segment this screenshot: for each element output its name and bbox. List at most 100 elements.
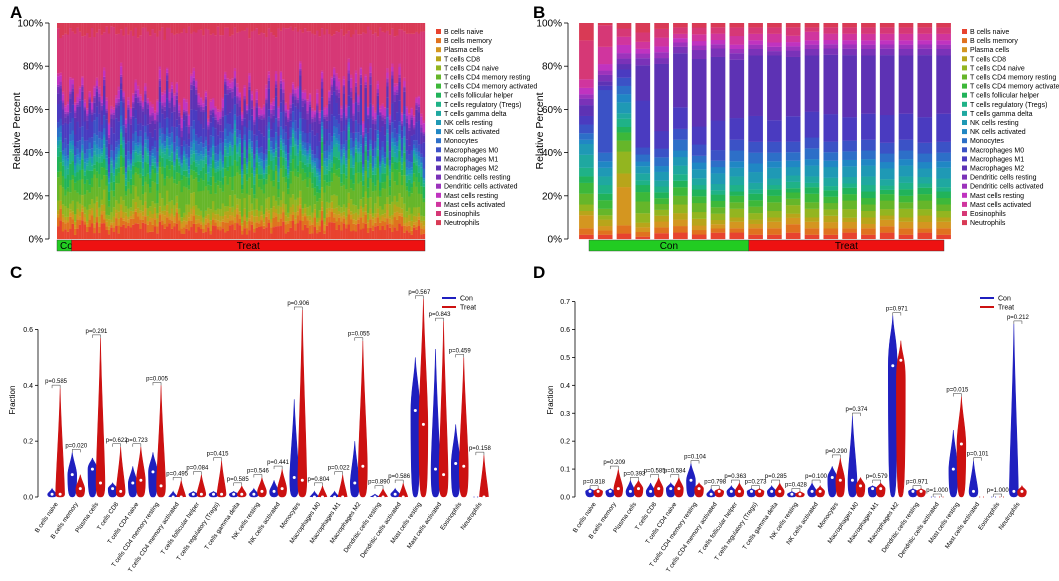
panel-a-bar-segment [412, 127, 416, 130]
panel-a-bar-segment [139, 123, 142, 131]
panel-d-violin-con [948, 429, 959, 498]
panel-a-bar-segment [168, 216, 171, 220]
panel-a-bar-segment [352, 115, 355, 122]
panel-a-bar-segment [156, 203, 159, 214]
panel-a-bar-segment [379, 108, 382, 112]
panel-c-pvalue: p=0.723 [126, 438, 149, 444]
panel-a-bar-segment [66, 155, 70, 159]
panel-a-bar-segment [287, 173, 290, 176]
panel-a-bar-segment [248, 218, 251, 222]
panel-a-bar-segment [277, 219, 280, 223]
panel-a-bar-segment [219, 124, 222, 132]
panel-a-bar-segment [400, 138, 404, 151]
panel-a-legend-label: T cells CD4 memory activated [444, 84, 537, 91]
panel-a-bar-segment [197, 174, 200, 182]
panel-b-bar-segment [804, 234, 820, 240]
panel-b-bar-segment [861, 55, 876, 114]
panel-a-bar-segment [369, 84, 372, 104]
panel-a-bar-segment [175, 136, 179, 147]
panel-a-bar-segment [415, 186, 418, 208]
panel-c-bracket [293, 306, 303, 310]
panel-a-bar-segment [393, 142, 397, 146]
panel-a-bar-segment [340, 131, 343, 145]
panel-a-bar-segment [410, 115, 414, 118]
panel-a-bar-segment [359, 144, 363, 147]
panel-a-bar-segment [279, 102, 283, 113]
panel-a-bar-segment [110, 161, 113, 165]
panel-a-bar-segment [175, 152, 179, 155]
panel-d-median-con [729, 489, 733, 493]
panel-a-bar-segment [357, 111, 360, 124]
panel-a-bar-segment [308, 132, 312, 144]
panel-a-bar-segment [224, 156, 227, 169]
panel-a-bar-segment [328, 120, 331, 134]
panel-a-bar-segment [243, 208, 246, 215]
panel-b-bar-segment [898, 217, 914, 222]
panel-a-bar-segment [221, 163, 225, 168]
panel-a-bar-segment [362, 207, 365, 212]
panel-a-bar-segment [57, 177, 60, 201]
panel-b-bar-segment [785, 116, 801, 142]
panel-b-bar-segment [842, 209, 857, 218]
panel-a-bar-segment [284, 145, 288, 152]
panel-a-bar-segment [311, 212, 314, 218]
panel-a-bar-segment [395, 162, 399, 170]
panel-a-bar-segment [277, 188, 280, 198]
panel-a-bar-segment [115, 168, 118, 176]
panel-a-bar-segment [127, 104, 130, 108]
panel-a-bar-segment [69, 141, 72, 144]
panel-d-median-con [709, 492, 713, 496]
panel-b-bar-segment [616, 233, 632, 240]
panel-a-bar-segment [88, 214, 92, 220]
panel-a-bar-segment [294, 168, 297, 177]
panel-a-bar-segment [71, 211, 75, 215]
panel-a-bar-segment [287, 108, 290, 111]
panel-a-bar-segment [391, 172, 394, 202]
panel-a-bar-segment [187, 157, 191, 167]
panel-a-bar-segment [400, 161, 404, 165]
panel-c-median-con [70, 473, 74, 477]
panel-d-median-con [810, 489, 814, 493]
panel-a-bar-segment [267, 80, 271, 89]
panel-a-bar-segment [103, 167, 106, 176]
panel-a-bar-segment [253, 222, 256, 230]
panel-a-bar-segment [216, 135, 220, 145]
panel-a-bar-segment [248, 141, 251, 145]
panel-a-bar-segment [330, 76, 334, 79]
panel-a-bar-segment [93, 87, 96, 96]
panel-a-bar-segment [93, 95, 96, 98]
panel-a-bar-segment [325, 166, 329, 170]
panel-a-bar-segment [136, 196, 140, 208]
panel-a-bar-segment [410, 107, 414, 109]
panel-a-bar-segment [417, 104, 421, 107]
panel-a-bar-segment [318, 182, 322, 190]
panel-a-bar-segment [340, 162, 343, 166]
panel-a-bar-segment [294, 96, 297, 101]
panel-a-bar-segment [88, 152, 92, 158]
panel-a-bar-segment [76, 228, 79, 240]
panel-a-bar-segment [231, 147, 234, 152]
panel-a-bar-segment [357, 223, 360, 240]
panel-a-bar-segment [153, 140, 157, 148]
panel-a-bar-segment [391, 149, 394, 157]
panel-a-bar-segment [403, 143, 406, 147]
panel-a-bar-segment [374, 32, 377, 111]
panel-a-bar-segment [345, 224, 348, 229]
panel-a-bar-segment [158, 128, 162, 137]
panel-a-bar-segment [316, 103, 319, 106]
panel-b-bar-segment [767, 202, 782, 212]
panel-b-legend-label: NK cells activated [970, 129, 1026, 136]
panel-a-bar-segment [207, 214, 210, 219]
panel-a-bar-segment [311, 150, 314, 155]
panel-b-bar-segment [898, 221, 914, 229]
panel-a-bar-segment [209, 99, 213, 102]
panel-a-bar-segment [340, 182, 343, 187]
panel-a-bar-segment [267, 23, 271, 29]
panel-a-bar-segment [129, 124, 133, 139]
panel-a-bar-segment [241, 23, 244, 31]
panel-a-bar-segment [410, 167, 414, 171]
panel-a-bar-segment [369, 214, 372, 220]
panel-b-bar-segment [579, 87, 594, 95]
panel-a-bar-segment [248, 109, 251, 121]
panel-a-bar-segment [352, 219, 355, 224]
